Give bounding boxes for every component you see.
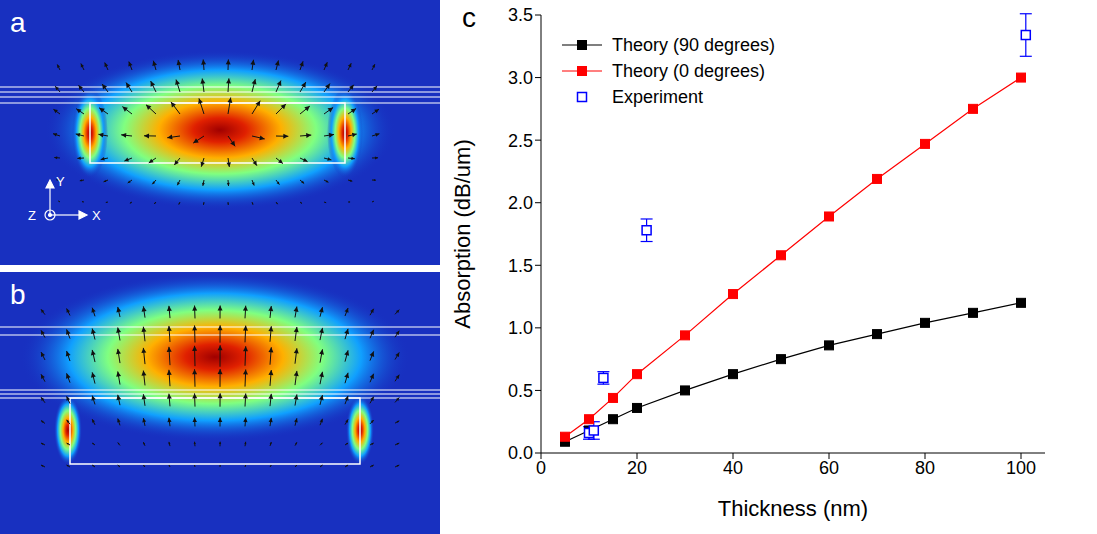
svg-text:1.0: 1.0 [508, 318, 533, 338]
svg-text:2.0: 2.0 [508, 193, 533, 213]
svg-text:0: 0 [536, 458, 546, 478]
svg-text:b: b [10, 279, 26, 310]
svg-text:1.5: 1.5 [508, 256, 533, 276]
svg-text:3.0: 3.0 [508, 68, 533, 88]
svg-text:Z: Z [28, 208, 36, 223]
svg-text:60: 60 [819, 458, 839, 478]
html-text:Theory (90 degrees): Theory (90 degrees) [612, 34, 776, 55]
svg-text:Y: Y [56, 174, 65, 189]
svg-text:Absorption (dB/um): Absorption (dB/um) [450, 139, 475, 329]
svg-text:3.5: 3.5 [508, 5, 533, 25]
html-text:c: c [462, 2, 476, 33]
svg-text:40: 40 [723, 458, 743, 478]
html-text:Theory (0 degrees): Theory (0 degrees) [612, 60, 766, 81]
svg-text:100: 100 [1006, 458, 1036, 478]
svg-text:X: X [92, 208, 101, 223]
svg-text:Thickness (nm): Thickness (nm) [718, 496, 868, 521]
svg-text:0.5: 0.5 [508, 381, 533, 401]
svg-text:80: 80 [915, 458, 935, 478]
svg-text:0.0: 0.0 [508, 443, 533, 463]
svg-text:20: 20 [627, 458, 647, 478]
html-text:Experiment: Experiment [612, 86, 703, 107]
svg-text:a: a [10, 7, 26, 38]
svg-text:2.5: 2.5 [508, 131, 533, 151]
